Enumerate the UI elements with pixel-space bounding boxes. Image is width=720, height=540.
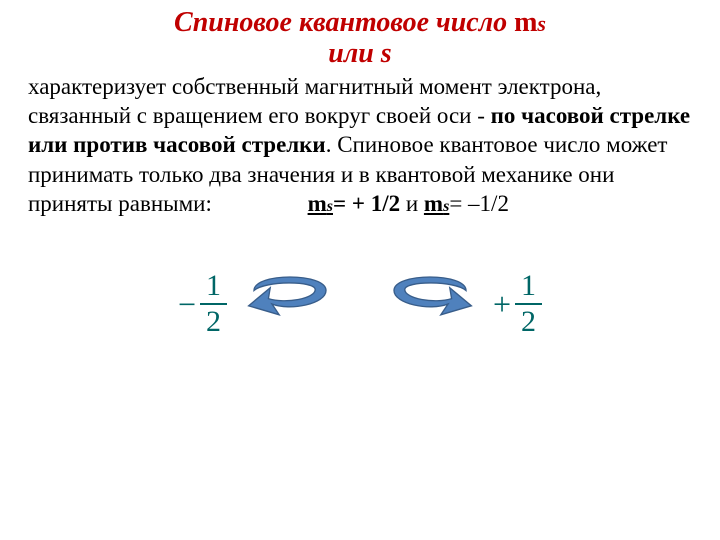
- spin-unit-left: − 1 2: [178, 259, 345, 349]
- fraction-minus-half: − 1 2: [178, 271, 227, 337]
- fraction-num-right: 1: [515, 271, 542, 305]
- fraction-num-left: 1: [200, 271, 227, 305]
- eq2-val: = –1/2: [449, 191, 509, 216]
- fraction-plus-half: + 1 2: [493, 271, 542, 337]
- eq1-val: = + 1/2: [333, 191, 400, 216]
- sign-minus: −: [178, 288, 200, 320]
- slide-title: Спиновое квантовое число ms или s: [28, 8, 692, 70]
- eq2-ms: ms: [424, 191, 449, 216]
- sign-plus: +: [493, 288, 515, 320]
- spin-diagram: − 1 2 + 1 2: [28, 259, 692, 349]
- eq-and: и: [400, 191, 424, 216]
- curved-arrow-cw-icon: [235, 259, 345, 349]
- title-text-part2: или s: [28, 39, 692, 70]
- curved-arrow-ccw-icon: [375, 259, 485, 349]
- spin-unit-right: + 1 2: [375, 259, 542, 349]
- slide: Спиновое квантовое число ms или s характ…: [0, 0, 720, 540]
- body-paragraph: характеризует собственный магнитный моме…: [28, 72, 692, 219]
- title-text-part1: Спиновое квантовое число: [174, 7, 514, 38]
- eq1-ms: ms: [308, 191, 333, 216]
- fraction-den-right: 2: [515, 305, 542, 337]
- fraction-den-left: 2: [200, 305, 227, 337]
- title-ms-symbol: ms: [514, 7, 546, 38]
